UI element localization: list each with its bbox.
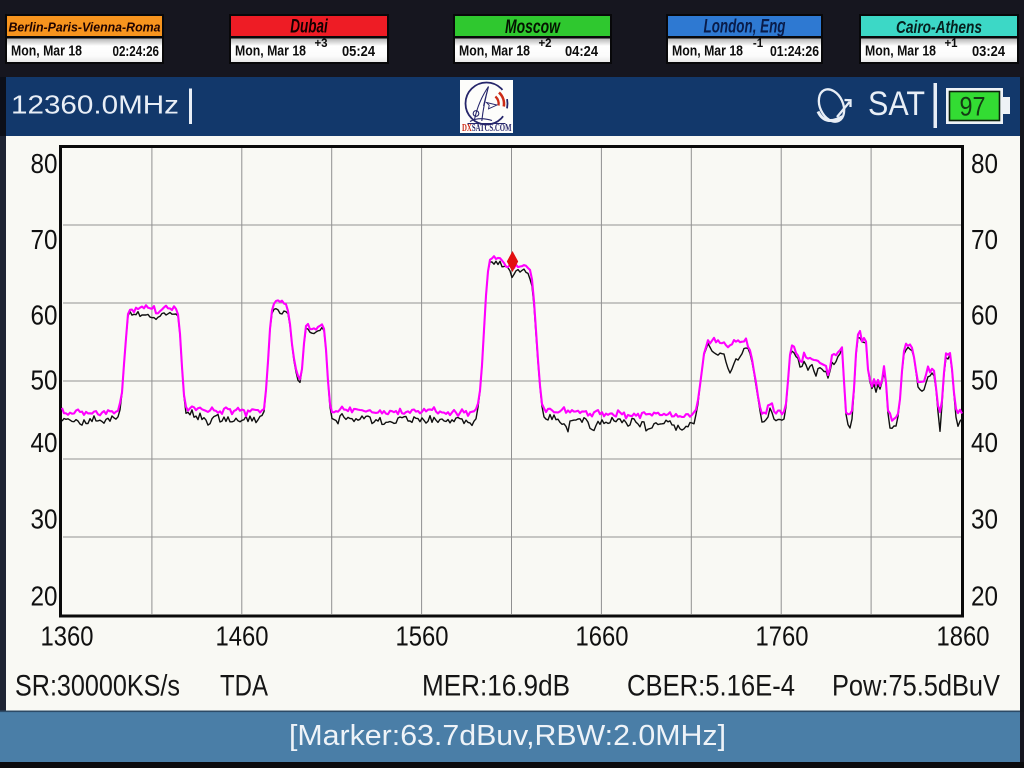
svg-text:70: 70 (971, 224, 998, 255)
svg-text:80: 80 (971, 148, 998, 179)
svg-text:+3: +3 (314, 38, 327, 50)
svg-text:60: 60 (971, 300, 998, 331)
svg-text:1860: 1860 (937, 621, 990, 652)
svg-text:70: 70 (31, 224, 58, 255)
svg-text:Mon, Mar 18: Mon, Mar 18 (672, 43, 743, 60)
svg-text:1760: 1760 (756, 621, 809, 652)
svg-text:20: 20 (31, 581, 58, 612)
svg-text:05:24: 05:24 (342, 43, 375, 60)
svg-text:Dubai: Dubai (290, 16, 328, 37)
svg-text:SR:30000KS/s: SR:30000KS/s (15, 670, 180, 703)
svg-text:Moscow: Moscow (505, 16, 561, 38)
svg-text:Berlin-Paris-Vienna-Roma: Berlin-Paris-Vienna-Roma (9, 19, 161, 34)
svg-text:+2: +2 (538, 38, 551, 50)
svg-text:01:24:26: 01:24:26 (770, 43, 819, 60)
svg-text:TDA: TDA (220, 670, 268, 703)
svg-text:30: 30 (971, 504, 998, 535)
svg-text:Mon, Mar 18: Mon, Mar 18 (235, 43, 306, 60)
svg-text:MER:16.9dB: MER:16.9dB (422, 670, 570, 703)
svg-text:Cairo-Athens: Cairo-Athens (896, 17, 982, 37)
svg-text:04:24: 04:24 (565, 43, 598, 60)
svg-text:1660: 1660 (576, 621, 629, 652)
svg-text:Mon, Mar 18: Mon, Mar 18 (865, 43, 936, 60)
svg-text:Pow:75.5dBuV: Pow:75.5dBuV (832, 670, 1000, 703)
svg-text:60: 60 (31, 300, 58, 331)
svg-text:1460: 1460 (216, 621, 269, 652)
svg-text:40: 40 (31, 427, 58, 458)
svg-text:SAT: SAT (868, 85, 925, 123)
svg-text:DXSATCS.COM: DXSATCS.COM (462, 123, 512, 134)
svg-text:80: 80 (31, 148, 58, 179)
svg-text:-1: -1 (753, 38, 764, 50)
svg-text:50: 50 (31, 365, 58, 396)
svg-text:97: 97 (960, 92, 986, 122)
svg-text:1560: 1560 (396, 621, 449, 652)
svg-text:1360: 1360 (41, 621, 94, 652)
svg-text:+1: +1 (944, 38, 958, 50)
svg-text:02:24:26: 02:24:26 (113, 43, 160, 60)
svg-text:Mon, Mar 18: Mon, Mar 18 (459, 43, 530, 60)
svg-text:40: 40 (971, 427, 998, 458)
svg-text:03:24: 03:24 (972, 43, 1005, 60)
svg-text:50: 50 (971, 365, 998, 396)
svg-text:London, Eng: London, Eng (704, 16, 786, 37)
svg-text:30: 30 (31, 504, 58, 535)
svg-text:12360.0MHz: 12360.0MHz (11, 90, 179, 120)
svg-text:[Marker:63.7dBuv,RBW:2.0MHz]: [Marker:63.7dBuv,RBW:2.0MHz] (289, 720, 726, 752)
svg-text:20: 20 (971, 581, 998, 612)
svg-text:CBER:5.16E-4: CBER:5.16E-4 (627, 670, 795, 703)
svg-text:Mon, Mar 18: Mon, Mar 18 (11, 43, 82, 60)
